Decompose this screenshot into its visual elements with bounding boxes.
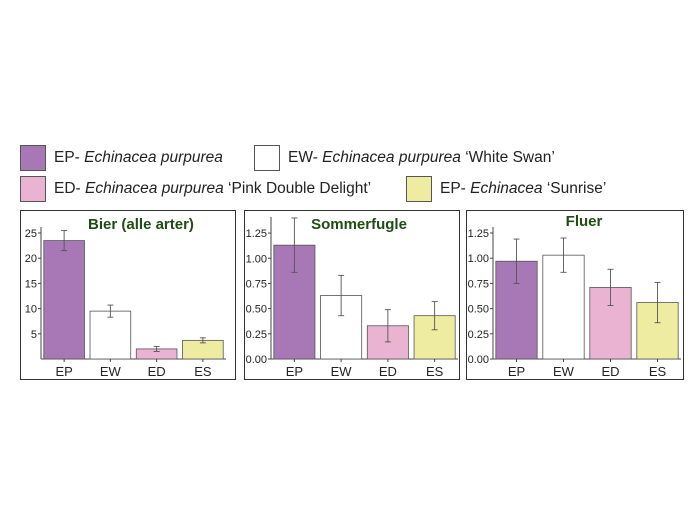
y-tick-label: 20 [25,253,37,265]
legend-item-ep: EP- Echinacea purpurea [20,143,223,173]
legend-swatch-ep [20,145,46,171]
y-tick-label: 1.25 [246,228,267,240]
x-tick-label: EP [286,364,303,379]
y-tick-label: 0.50 [246,304,267,316]
y-tick-label: 1.25 [468,228,489,240]
chart-title: Sommerfugle [311,216,407,233]
y-tick-label: 0.75 [246,278,267,290]
x-tick-label: EP [508,364,525,379]
y-tick-label: 15 [25,278,37,290]
y-tick-label: 5 [31,329,37,341]
legend-swatch-ed [20,176,46,202]
legend-label-ed: ED- Echinacea purpurea ‘Pink Double Deli… [54,180,372,197]
y-tick-label: 0.50 [468,304,489,316]
y-tick-label: 25 [25,228,37,240]
chart-bier: Bier (alle arter) 5 10 15 20 25 EP EW ED ES [25,216,226,379]
y-tick-label: 0.25 [468,329,489,341]
chart-sommerfugle: Sommerfugle 0.00 0.25 0.50 0.75 1.00 1.25 EP EW E… [246,216,458,379]
chart-title: Bier (alle arter) [88,216,194,233]
chart-panel-sommerfugle: Sommerfugle 0.00 0.25 0.50 0.75 1.00 1.25 EP EW E… [244,210,460,380]
y-tick-label: 0.00 [246,354,267,366]
y-tick-label: 0.25 [246,329,267,341]
y-tick-label: 1.00 [246,253,267,265]
legend-label-es: EP- Echinacea ‘Sunrise’ [440,180,607,197]
legend-label-ep: EP- Echinacea purpurea [54,149,223,166]
chart-title: Fluer [566,213,603,230]
chart-fluer: Fluer 0.00 0.25 0.50 0.75 1.00 1.25 EP EW ED ES [468,213,681,379]
legend-item-es: EP- Echinacea ‘Sunrise’ [406,174,606,204]
x-tick-label: EW [100,364,122,379]
x-tick-label: ES [649,364,667,379]
legend-swatch-ew [254,145,280,171]
x-tick-label: EW [331,364,353,379]
chart-panel-bier: Bier (alle arter) 5 10 15 20 25 EP EW ED ES [20,210,236,380]
legend-item-ed: ED- Echinacea purpurea ‘Pink Double Deli… [20,174,371,204]
x-tick-label: ED [379,364,397,379]
x-tick-label: ES [426,364,444,379]
legend-label-ew: EW- Echinacea purpurea ‘White Swan’ [288,149,555,166]
y-tick-label: 1.00 [468,253,489,265]
x-tick-label: ED [601,364,619,379]
legend-swatch-es [406,176,432,202]
y-tick-label: 0.75 [468,278,489,290]
x-tick-label: EW [553,364,575,379]
x-tick-label: ED [148,364,166,379]
chart-panel-fluer: Fluer 0.00 0.25 0.50 0.75 1.00 1.25 EP EW ED ES [466,210,684,380]
x-tick-label: EP [55,364,72,379]
y-tick-label: 0.00 [468,354,489,366]
bar-ew [89,310,132,360]
legend-item-ew: EW- Echinacea purpurea ‘White Swan’ [254,143,555,173]
x-tick-label: ES [194,364,212,379]
y-tick-label: 10 [25,304,37,316]
bar-ep [43,240,85,360]
